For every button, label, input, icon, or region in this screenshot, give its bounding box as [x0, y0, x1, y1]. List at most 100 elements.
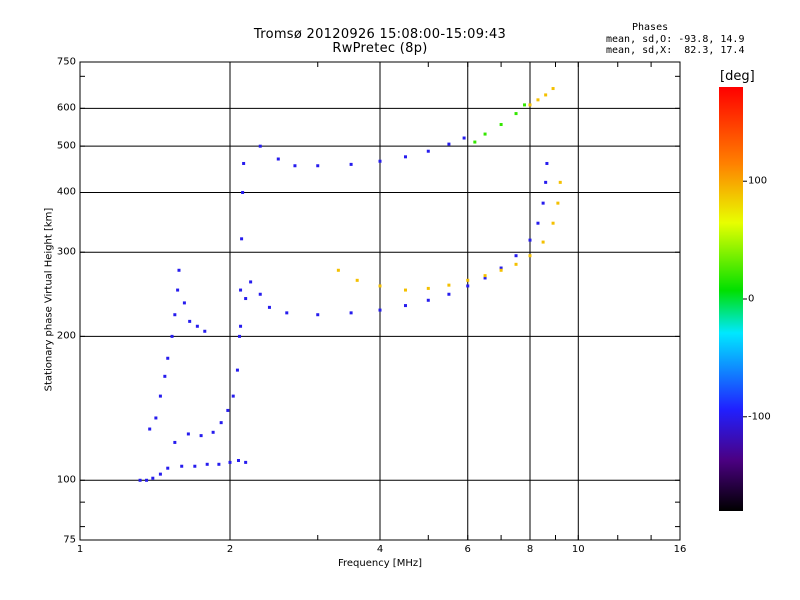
data-point — [541, 240, 545, 244]
data-point — [514, 112, 518, 116]
data-point — [217, 462, 221, 466]
data-point — [203, 329, 207, 333]
y-tick-label: 750 — [56, 56, 76, 68]
data-point — [378, 308, 382, 312]
y-tick-label: 400 — [56, 186, 76, 198]
data-point — [158, 394, 162, 398]
data-point — [403, 155, 407, 159]
data-point — [226, 408, 230, 412]
data-point — [239, 324, 243, 328]
data-point — [541, 201, 545, 205]
data-point — [219, 421, 223, 425]
data-point — [483, 132, 487, 136]
data-point — [211, 430, 215, 434]
data-points — [138, 87, 562, 482]
data-point — [523, 103, 527, 107]
data-point — [349, 311, 353, 315]
data-point — [138, 478, 142, 482]
data-point — [355, 278, 359, 282]
colorbar — [719, 87, 743, 511]
data-point — [528, 103, 532, 107]
data-point — [166, 356, 170, 360]
data-point — [536, 221, 540, 225]
y-tick-label: 600 — [56, 102, 76, 114]
x-tick-label: 1 — [76, 544, 84, 555]
data-point — [466, 284, 470, 288]
data-point — [499, 268, 503, 272]
data-point — [378, 284, 382, 288]
data-point — [166, 466, 170, 470]
data-point — [285, 311, 289, 315]
data-point — [148, 427, 152, 431]
data-point — [426, 298, 430, 302]
data-point — [151, 476, 155, 480]
data-point — [258, 144, 262, 148]
data-point — [462, 136, 466, 140]
data-point — [242, 161, 246, 165]
data-point — [336, 268, 340, 272]
data-point — [205, 462, 209, 466]
x-tick-label: 4 — [376, 544, 384, 555]
data-point — [536, 98, 540, 102]
data-point — [466, 278, 470, 282]
data-point — [514, 262, 518, 266]
data-point — [176, 288, 180, 292]
data-point — [173, 440, 177, 444]
data-point — [258, 292, 262, 296]
data-point — [349, 162, 353, 166]
data-point — [316, 313, 320, 317]
data-point — [244, 297, 248, 301]
data-point — [483, 276, 487, 280]
data-point — [544, 93, 548, 97]
colorbar-tick-label: 100 — [748, 175, 768, 187]
data-point — [199, 434, 203, 438]
data-point — [293, 164, 297, 168]
y-tick-label: 75 — [63, 534, 76, 546]
data-point — [182, 301, 186, 305]
data-point — [447, 283, 451, 287]
y-tick-label: 200 — [56, 330, 76, 342]
data-point — [276, 157, 280, 161]
y-tick-label: 500 — [56, 140, 76, 152]
data-point — [483, 274, 487, 278]
data-point — [228, 460, 232, 464]
data-point — [188, 319, 192, 323]
data-point — [528, 254, 532, 258]
data-point — [403, 304, 407, 308]
data-point — [240, 237, 244, 241]
data-point — [499, 266, 503, 270]
data-point — [447, 292, 451, 296]
data-point — [249, 280, 253, 284]
x-tick-label: 16 — [673, 544, 687, 555]
data-point — [177, 268, 181, 272]
data-point — [545, 161, 549, 165]
y-tick-label: 100 — [56, 474, 76, 486]
colorbar-unit-label: [deg] — [720, 69, 755, 84]
data-point — [267, 305, 271, 309]
grid-lines — [80, 62, 680, 540]
chart-title: Tromsø 20120926 15:08:00-15:09:43 — [253, 27, 507, 42]
data-point — [239, 288, 243, 292]
data-point — [244, 460, 248, 464]
data-point — [193, 464, 197, 468]
x-axis-label: Frequency [MHz] — [337, 558, 423, 569]
data-point — [158, 472, 162, 476]
data-point — [238, 334, 242, 338]
x-tick-label: 8 — [526, 544, 534, 555]
data-point — [403, 288, 407, 292]
data-point — [180, 464, 184, 468]
data-point — [235, 368, 239, 372]
axis-ticks — [79, 62, 681, 540]
data-point — [154, 416, 158, 420]
data-point — [528, 238, 532, 242]
data-point — [186, 432, 190, 436]
data-point — [316, 164, 320, 168]
data-point — [426, 149, 430, 153]
data-point — [231, 394, 235, 398]
colorbar-tick-label: 0 — [748, 293, 755, 305]
data-point — [514, 254, 518, 258]
data-point — [473, 140, 477, 144]
y-tick-label: 300 — [56, 246, 76, 258]
colorbar-tick-label: -100 — [748, 411, 771, 423]
